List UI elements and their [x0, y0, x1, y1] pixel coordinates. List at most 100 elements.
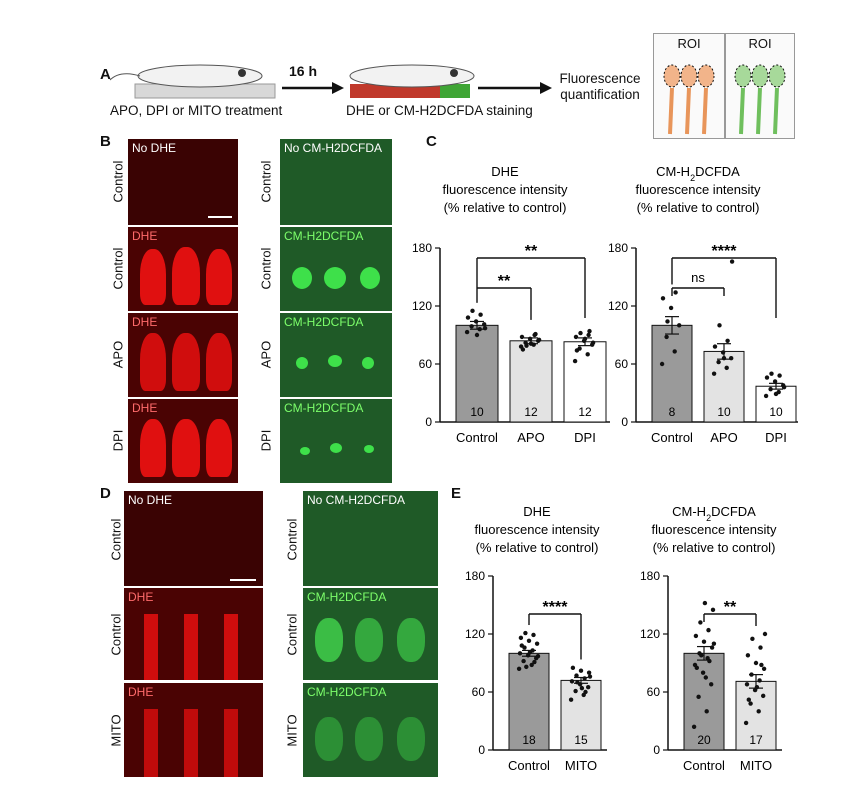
- data-point: [474, 332, 480, 338]
- roi-box-orange: ROI: [653, 33, 725, 139]
- data-point: [527, 336, 533, 342]
- data-point: [585, 352, 590, 357]
- data-point: [535, 654, 541, 659]
- b-red-tile-2: DHE: [128, 313, 238, 397]
- data-point: [534, 641, 540, 646]
- data-point: [768, 386, 773, 392]
- y-tick-label: 120: [412, 299, 432, 313]
- data-point: [749, 672, 754, 677]
- y-tick-label: 0: [653, 743, 660, 757]
- n-label: 8: [669, 405, 676, 419]
- bar: [560, 679, 602, 751]
- dish-2-green: [440, 84, 470, 98]
- b-right-row-label-1: Control: [258, 247, 274, 290]
- bar: [735, 680, 777, 751]
- data-point: [575, 680, 580, 685]
- data-point: [469, 324, 474, 329]
- d-green-tile-2: CM-H2DCFDA: [303, 683, 438, 777]
- category-label: MITO: [740, 758, 772, 773]
- data-point: [518, 635, 524, 641]
- b-red-tile-1-label: DHE: [132, 229, 158, 243]
- data-point: [573, 334, 579, 340]
- data-point: [763, 393, 769, 399]
- b-red-tile-3: DHE: [128, 399, 238, 483]
- data-point: [764, 375, 770, 380]
- category-label: MITO: [565, 758, 597, 773]
- data-point: [750, 636, 755, 642]
- arrow-1-head: [332, 82, 344, 94]
- b-left-row-label-2: APO: [110, 340, 126, 369]
- data-point: [698, 620, 703, 625]
- d-scale-bar: [230, 579, 256, 581]
- category-label: DPI: [765, 430, 787, 445]
- data-point: [532, 659, 537, 665]
- data-point: [587, 328, 592, 334]
- d-green-tile-1-label: CM-H2DCFDA: [307, 590, 387, 604]
- data-point: [536, 337, 542, 343]
- data-point: [586, 684, 591, 690]
- category-label: APO: [710, 430, 737, 445]
- data-point: [482, 326, 488, 331]
- data-point: [702, 600, 708, 606]
- category-label: APO: [517, 430, 544, 445]
- data-point: [701, 639, 707, 644]
- category-label: DPI: [574, 430, 596, 445]
- data-point: [753, 660, 759, 666]
- data-point: [582, 676, 587, 681]
- n-label: 12: [524, 405, 538, 419]
- data-point: [470, 308, 475, 314]
- data-point: [526, 638, 532, 643]
- b-red-tile-2-label: DHE: [132, 315, 158, 329]
- data-point: [712, 344, 718, 349]
- chart-title-line: (% relative to control): [637, 200, 760, 215]
- step3-caption-1: Fluorescence: [559, 71, 641, 86]
- data-point: [572, 358, 578, 364]
- sig-label: ns: [691, 270, 705, 285]
- data-point: [660, 296, 666, 301]
- chart-title-line: DHE: [491, 164, 519, 179]
- b-right-row-label-2: APO: [258, 340, 274, 369]
- bar: [509, 340, 553, 423]
- data-point: [754, 684, 760, 690]
- step3-caption-2: quantification: [560, 87, 640, 102]
- data-point: [517, 651, 523, 656]
- d-right-row-label-2: MITO: [284, 714, 300, 747]
- b-green-tile-1-label: CM-H2DCFDA: [284, 229, 364, 243]
- data-point: [524, 664, 529, 670]
- b-green-tile-2-label: CM-H2DCFDA: [284, 315, 364, 329]
- b-red-tile-0: No DHE: [128, 139, 238, 225]
- data-point: [586, 332, 591, 338]
- panel-label-a: A: [100, 66, 111, 83]
- b-green-tile-1: CM-H2DCFDA: [280, 227, 392, 311]
- b-left-row-label-1: Control: [110, 247, 126, 290]
- b-left-row-label-3: DPI: [110, 429, 126, 452]
- step1-caption: APO, DPI or MITO treatment: [110, 103, 283, 118]
- arrow-2-head: [540, 82, 552, 94]
- y-tick-label: 0: [478, 743, 485, 757]
- data-point: [745, 653, 751, 658]
- bar: [563, 341, 607, 423]
- data-point: [746, 697, 751, 702]
- d-green-tile-1: CM-H2DCFDA: [303, 588, 438, 680]
- category-label: Control: [651, 430, 693, 445]
- data-point: [709, 682, 714, 687]
- y-tick-label: 60: [472, 685, 486, 699]
- data-point: [769, 371, 774, 376]
- n-label: 10: [717, 405, 731, 419]
- data-point: [711, 641, 717, 646]
- data-point: [664, 334, 669, 340]
- tadpole-1: [137, 64, 263, 88]
- schematic-diagram: [109, 64, 552, 99]
- data-point: [665, 319, 670, 324]
- data-point: [721, 356, 727, 361]
- category-label: Control: [508, 758, 550, 773]
- data-point: [524, 343, 529, 348]
- b-red-tile-0-label: No DHE: [132, 141, 177, 155]
- data-point: [709, 645, 715, 650]
- panel-label-e: E: [451, 485, 462, 502]
- b-red-tile-1: DHE: [128, 227, 238, 311]
- data-point: [482, 322, 487, 327]
- b-green-tile-3: CM-H2DCFDA: [280, 399, 392, 483]
